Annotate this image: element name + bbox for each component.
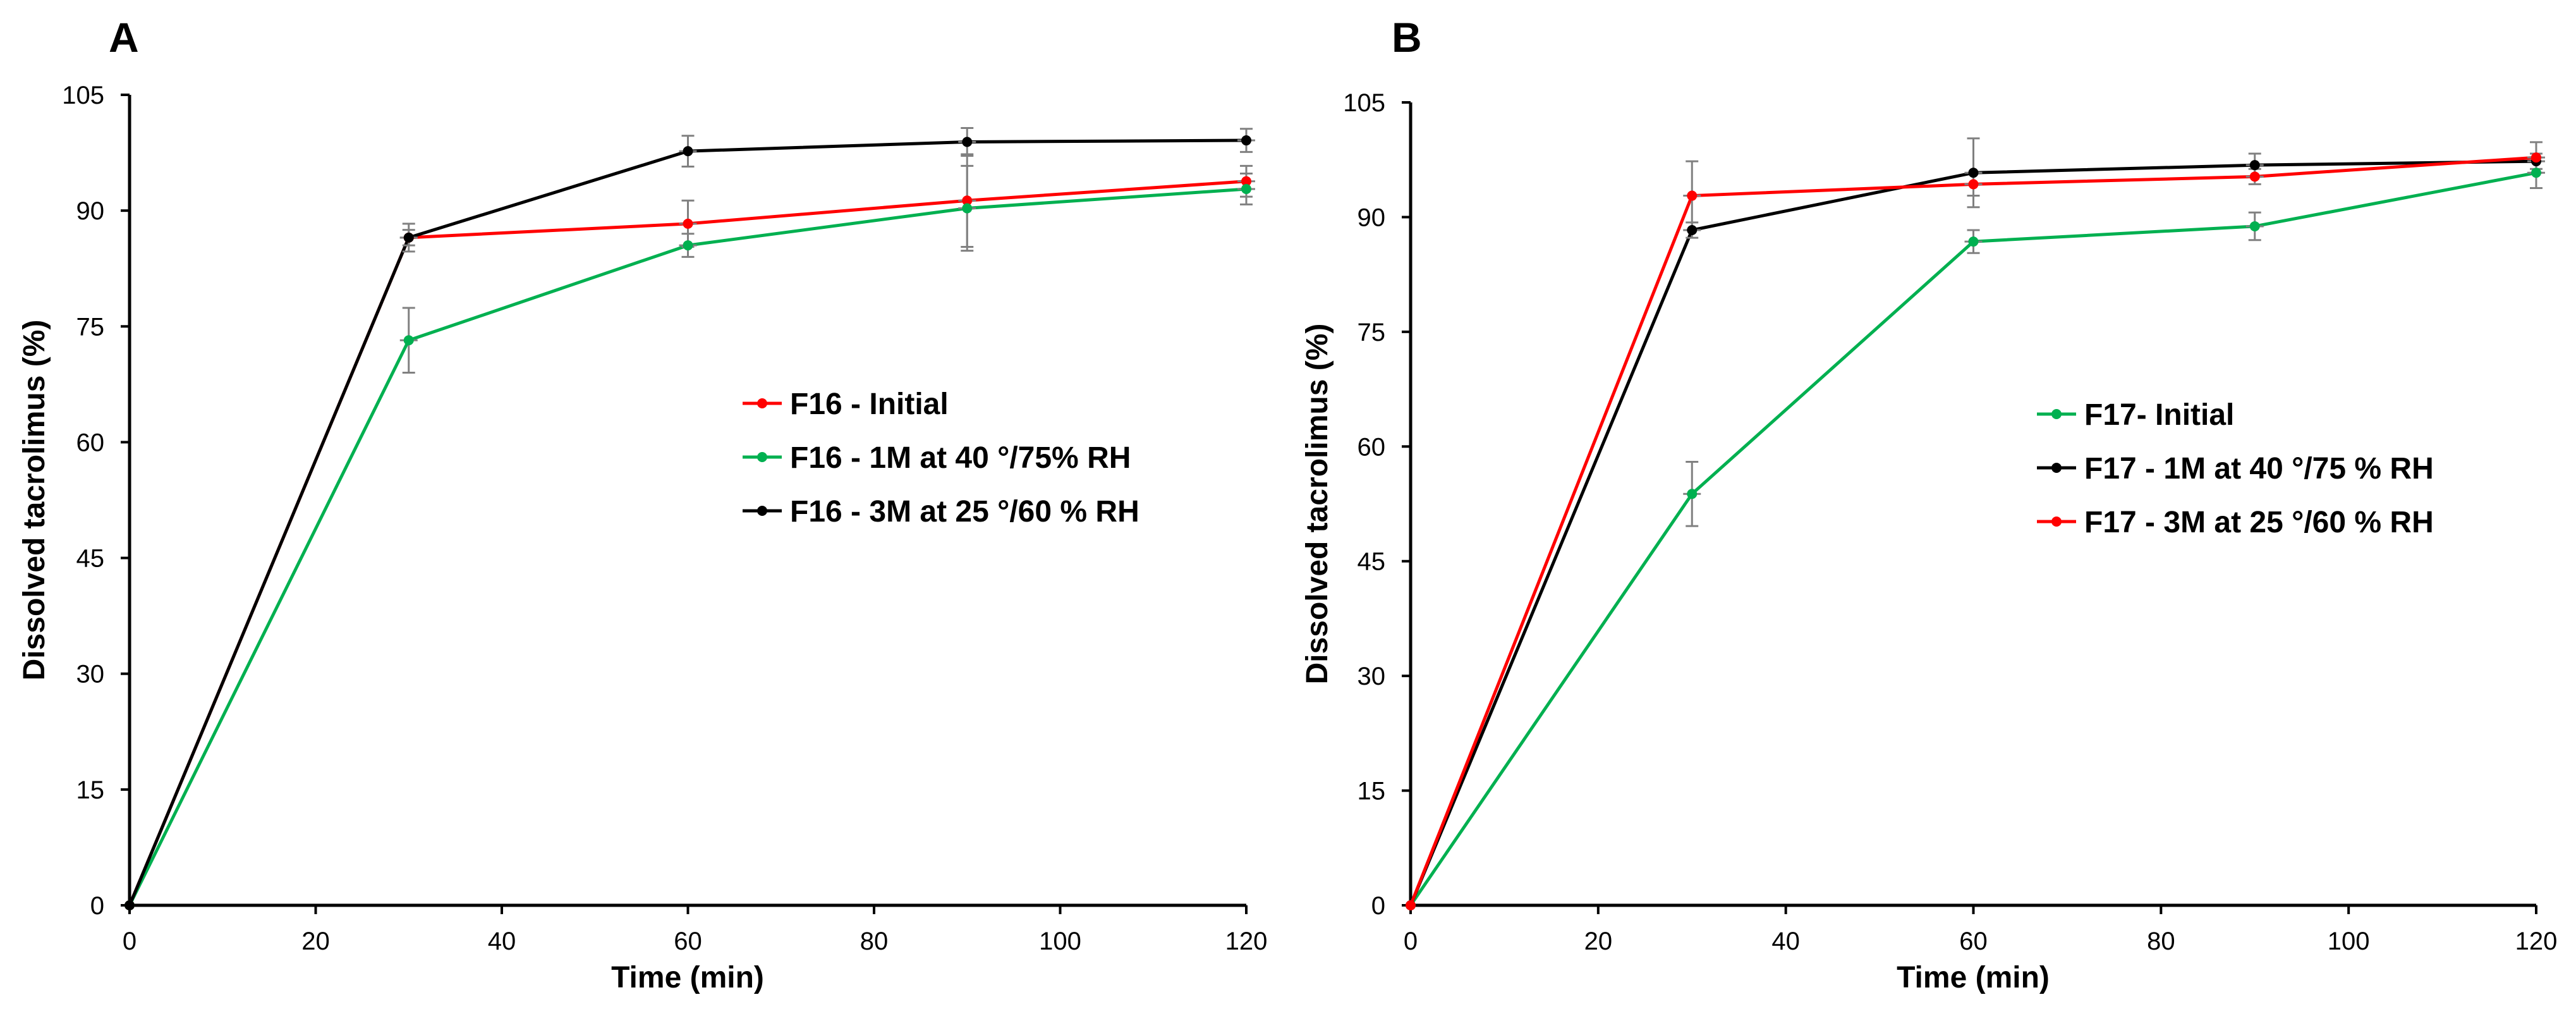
y-axis-title: Dissolved tacrolimus (%) bbox=[18, 320, 51, 681]
y-tick-label: 75 bbox=[76, 313, 105, 341]
series-line bbox=[128, 180, 1247, 906]
y-tick-label: 15 bbox=[76, 776, 105, 804]
data-point bbox=[1687, 489, 1698, 499]
data-point bbox=[403, 232, 414, 243]
y-tick-label: 15 bbox=[1358, 778, 1386, 805]
data-point bbox=[683, 146, 693, 157]
y-tick-label: 45 bbox=[1358, 548, 1386, 576]
x-tick-label: 80 bbox=[860, 927, 889, 955]
legend-label: F16 - 1M at 40 °/75% RH bbox=[790, 441, 1131, 475]
data-point bbox=[2249, 171, 2260, 182]
legend-label: F16 - 3M at 25 °/60 % RH bbox=[790, 495, 1139, 529]
x-tick-label: 20 bbox=[1584, 927, 1613, 955]
legend-label: F17- Initial bbox=[2084, 398, 2234, 432]
x-tick-label: 120 bbox=[2515, 927, 2558, 955]
x-tick-label: 40 bbox=[1771, 927, 1800, 955]
y-axis-title: Dissolved tacrolimus (%) bbox=[1301, 324, 1334, 685]
x-axis-title: Time (min) bbox=[611, 961, 764, 994]
x-tick-label: 100 bbox=[2328, 927, 2370, 955]
legend-marker bbox=[757, 452, 767, 462]
data-point bbox=[1241, 183, 1251, 194]
legend-label: F16 - Initial bbox=[790, 388, 949, 421]
data-point bbox=[1241, 135, 1251, 146]
data-point bbox=[1241, 176, 1251, 186]
data-point bbox=[1406, 900, 1416, 910]
x-tick-label: 0 bbox=[1404, 927, 1418, 955]
y-tick-label: 45 bbox=[76, 545, 105, 573]
x-tick-label: 20 bbox=[301, 927, 330, 955]
y-tick-label: 90 bbox=[76, 197, 105, 225]
y-tick-label: 30 bbox=[76, 661, 105, 688]
data-point bbox=[125, 900, 135, 910]
data-point bbox=[1687, 224, 1698, 235]
y-tick-label: 60 bbox=[1358, 433, 1386, 461]
x-tick-label: 0 bbox=[123, 927, 137, 955]
y-tick-label: 60 bbox=[76, 429, 105, 456]
data-point bbox=[683, 218, 693, 229]
data-point bbox=[2249, 221, 2260, 231]
data-point bbox=[2249, 160, 2260, 171]
panel-letter: A bbox=[109, 14, 139, 61]
data-point bbox=[2531, 168, 2541, 178]
legend-marker bbox=[757, 506, 767, 516]
data-point bbox=[1968, 236, 1979, 247]
data-point bbox=[403, 335, 414, 346]
data-point bbox=[962, 137, 973, 147]
panel-b: B 0 15 30 45 60 75 90 105 0 20 40 60 80 100 120 Time (mi… bbox=[1301, 14, 2557, 994]
legend-label: F17 - 3M at 25 °/60 % RH bbox=[2084, 506, 2434, 539]
data-point bbox=[1968, 179, 1979, 190]
y-tick-label: 75 bbox=[1358, 319, 1386, 346]
data-point bbox=[1687, 190, 1698, 201]
legend-marker bbox=[2051, 517, 2062, 527]
data-point bbox=[962, 195, 973, 206]
y-tick-label: 0 bbox=[90, 892, 104, 920]
data-point bbox=[683, 240, 693, 251]
x-tick-label: 40 bbox=[488, 927, 516, 955]
x-tick-label: 60 bbox=[674, 927, 702, 955]
data-point bbox=[1968, 168, 1979, 178]
x-tick-label: 60 bbox=[1959, 927, 1988, 955]
legend-marker bbox=[2051, 409, 2062, 419]
legend-label: F17 - 1M at 40 °/75 % RH bbox=[2084, 452, 2434, 486]
y-tick-label: 0 bbox=[1371, 892, 1385, 920]
y-tick-label: 30 bbox=[1358, 663, 1386, 690]
panel-a: A 0 15 30 45 60 75 90 105 0 20 40 60 80 100 120 Time (mi… bbox=[18, 14, 1267, 994]
y-tick-label: 105 bbox=[62, 82, 104, 109]
data-point bbox=[2531, 152, 2541, 163]
x-axis-title: Time (min) bbox=[1897, 961, 2050, 994]
x-tick-label: 80 bbox=[2147, 927, 2175, 955]
panel-letter: B bbox=[1392, 14, 1422, 61]
y-tick-label: 105 bbox=[1343, 89, 1385, 117]
legend-marker bbox=[757, 398, 767, 408]
x-tick-label: 120 bbox=[1225, 927, 1268, 955]
x-tick-label: 100 bbox=[1039, 927, 1081, 955]
data-point bbox=[962, 203, 973, 214]
legend-marker bbox=[2051, 463, 2062, 473]
series-line bbox=[128, 187, 1247, 907]
y-tick-label: 90 bbox=[1358, 204, 1386, 231]
